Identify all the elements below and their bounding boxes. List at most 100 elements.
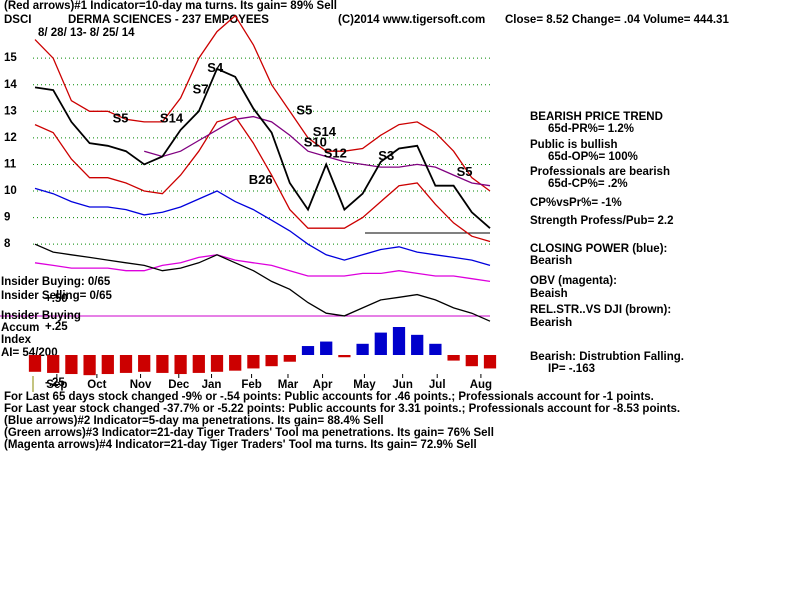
side-note: Strength Profess/Pub= 2.2 bbox=[530, 215, 673, 227]
x-tick-label: Jan bbox=[202, 379, 222, 391]
left-note: Insider Buying bbox=[1, 310, 81, 322]
footer-line: For Last year stock changed -37.7% or -5… bbox=[4, 403, 680, 415]
signal-label: S3 bbox=[378, 148, 394, 163]
side-note: CP%vsPr%= -1% bbox=[530, 197, 622, 209]
signal-label: S12 bbox=[324, 145, 347, 160]
side-note: Professionals are bearish bbox=[530, 166, 670, 178]
accum-bar bbox=[429, 343, 442, 355]
series-line bbox=[144, 115, 491, 187]
side-note: CLOSING POWER (blue): bbox=[530, 243, 667, 255]
y-tick-label: 11 bbox=[4, 158, 17, 170]
accum-bar bbox=[338, 355, 351, 358]
y-tick-label: 9 bbox=[4, 212, 10, 224]
x-tick-label: Feb bbox=[241, 379, 261, 391]
side-note: BEARISH PRICE TREND bbox=[530, 111, 663, 123]
accum-bar bbox=[465, 355, 478, 367]
footer-line: (Magenta arrows)#4 Indicator=21-day Tige… bbox=[4, 439, 477, 451]
x-tick-label: Mar bbox=[278, 379, 299, 391]
y-tick-label: 13 bbox=[4, 105, 17, 117]
accum-bar bbox=[28, 355, 42, 372]
left-note: Accum bbox=[1, 322, 39, 334]
accum-bar bbox=[138, 355, 151, 372]
footer-line: For Last 65 days stock changed -9% or -.… bbox=[4, 391, 654, 403]
company: DERMA SCIENCES - 237 EMPOYEES bbox=[68, 14, 269, 26]
y-tick-label: +.25 bbox=[45, 321, 68, 333]
y-tick-label: -.25 bbox=[45, 377, 65, 389]
left-note: Index bbox=[1, 334, 32, 346]
y-tick-label: 12 bbox=[4, 132, 17, 144]
signal-label: S5 bbox=[113, 111, 129, 126]
side-note: IP= -.163 bbox=[548, 363, 595, 375]
date-range: 8/ 28/ 13- 8/ 25/ 14 bbox=[38, 27, 135, 39]
signal-label: S5 bbox=[296, 103, 312, 118]
accum-bar bbox=[65, 355, 78, 375]
side-note: Bearish bbox=[530, 317, 572, 329]
accum-bar bbox=[119, 355, 133, 373]
y-tick-label: 8 bbox=[4, 238, 11, 250]
side-note: 65d-PR%= 1.2% bbox=[548, 123, 634, 135]
footer-line: (Green arrows)#3 Indicator=21-day Tiger … bbox=[4, 427, 494, 439]
accum-bar bbox=[192, 355, 205, 373]
accum-bar bbox=[265, 355, 278, 367]
x-tick-label: Nov bbox=[130, 379, 152, 391]
accum-bar bbox=[374, 332, 387, 355]
x-tick-label: Jul bbox=[429, 379, 446, 391]
accum-bar bbox=[174, 355, 187, 375]
left-note: Insider Selling= 0/65 bbox=[1, 290, 112, 302]
series-line bbox=[34, 187, 491, 267]
symbol: DSCI bbox=[4, 14, 31, 26]
side-note: Bearish: Distrubtion Falling. bbox=[530, 351, 684, 363]
x-tick-label: Jun bbox=[392, 379, 412, 391]
accum-bar bbox=[283, 355, 296, 362]
series-line bbox=[34, 254, 491, 283]
x-tick-label: May bbox=[353, 379, 376, 391]
accum-bar bbox=[101, 355, 114, 375]
series-line bbox=[34, 243, 491, 322]
signal-label: S10 bbox=[304, 135, 327, 150]
left-note: Insider Buying: 0/65 bbox=[1, 276, 111, 288]
series-line bbox=[34, 14, 491, 192]
side-note: Public is bullish bbox=[530, 139, 618, 151]
x-tick-label: Aug bbox=[470, 379, 492, 391]
accum-bar bbox=[47, 355, 60, 373]
y-tick-label: +.50 bbox=[45, 293, 68, 305]
y-tick-label: 10 bbox=[4, 185, 17, 197]
x-tick-label: Dec bbox=[168, 379, 190, 391]
accum-bar bbox=[320, 341, 333, 355]
accum-bar bbox=[156, 355, 169, 373]
y-tick-label: 15 bbox=[4, 52, 17, 64]
accum-bar bbox=[229, 355, 242, 371]
signal-label: S5 bbox=[457, 164, 473, 179]
signal-label: S14 bbox=[313, 124, 337, 139]
signal-label: S14 bbox=[160, 111, 184, 126]
series-line bbox=[34, 115, 491, 243]
x-tick-label: Apr bbox=[313, 379, 333, 391]
accum-bar bbox=[83, 355, 96, 376]
signal-label: S4 bbox=[207, 60, 224, 75]
x-tick-label: Oct bbox=[87, 379, 106, 391]
copyright: (C)2014 www.tigersoft.com bbox=[338, 14, 485, 26]
header-line: (Red arrows)#1 Indicator=10-day ma turns… bbox=[4, 0, 337, 12]
y-tick-label: 14 bbox=[4, 79, 17, 91]
side-note: Bearish bbox=[530, 255, 572, 267]
side-note: REL.STR..VS DJI (brown): bbox=[530, 304, 671, 316]
accum-bar bbox=[210, 355, 224, 372]
side-note: 65d-CP%= .2% bbox=[548, 178, 628, 190]
accum-bar bbox=[392, 327, 406, 355]
accum-bar bbox=[447, 355, 460, 361]
side-note: Beaish bbox=[530, 288, 568, 300]
series-line bbox=[34, 67, 491, 229]
accum-bar bbox=[301, 346, 315, 355]
accum-bar bbox=[356, 343, 369, 355]
accum-bar bbox=[411, 334, 424, 355]
left-note: AI= 54/200 bbox=[1, 347, 58, 359]
accum-bar bbox=[247, 355, 260, 369]
signal-label: B26 bbox=[249, 172, 273, 187]
accum-bar bbox=[483, 355, 497, 369]
signal-label: S7 bbox=[193, 81, 209, 96]
side-note: OBV (magenta): bbox=[530, 275, 617, 287]
footer-line: (Blue arrows)#2 Indicator=5-day ma penet… bbox=[4, 415, 384, 427]
side-note: 65d-OP%= 100% bbox=[548, 151, 638, 163]
x-tick-label: Sep bbox=[46, 379, 67, 391]
